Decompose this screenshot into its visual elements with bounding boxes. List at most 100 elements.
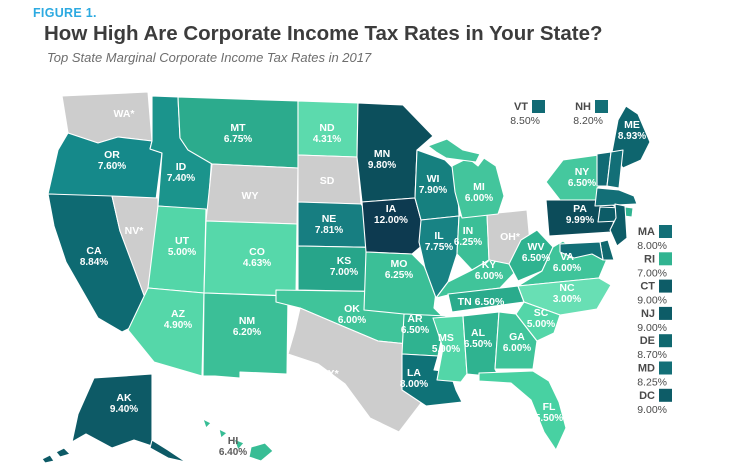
state-MD (559, 241, 604, 261)
callout-MD: MD 8.25% (637, 361, 672, 389)
state-OK-label: OK 6.00% (338, 303, 366, 326)
callout-MD-swatch (659, 361, 672, 375)
state-MO-label: MO 6.25% (385, 258, 413, 281)
state-OH-label: OH* (500, 231, 521, 243)
state-TN-label: TN 6.50% (458, 296, 505, 308)
state-AK-shape (71, 373, 153, 449)
callout-RI: RI 7.00% (637, 252, 672, 279)
callout-CT-abbr: CT (640, 281, 655, 293)
state-MA-shape (594, 187, 638, 207)
state-SC-shape (515, 301, 561, 342)
state-NY-label: NY 6.50% (568, 166, 596, 189)
callout-DE-swatch (659, 334, 672, 348)
state-WV-label: WV 6.50% (522, 241, 550, 264)
state-AZ (127, 287, 205, 377)
state-NH (606, 149, 624, 189)
figure-label: FIGURE 1. (33, 6, 97, 20)
state-MN-label: MN 9.80% (368, 148, 396, 171)
callout-DC-abbr: DC (639, 390, 655, 402)
state-HI-shape (248, 442, 274, 462)
state-UT-label: UT 5.00% (168, 235, 196, 258)
state-HI-shape (202, 418, 212, 429)
state-GA (494, 311, 538, 370)
state-AK-shape (149, 439, 187, 463)
callout-MD-rate: 8.25% (637, 377, 667, 389)
callout-NJ: NJ 9.00% (637, 306, 672, 334)
state-MO (363, 251, 443, 317)
state-KS-label: KS 7.00% (330, 255, 358, 278)
callout-CT-rate: 9.00% (637, 295, 667, 307)
state-AR-label: AR 6.50% (401, 313, 429, 336)
state-TX (287, 307, 429, 433)
figure-header: FIGURE 1. How High Are Corporate Income … (33, 6, 603, 65)
state-WA-label: WA* (114, 108, 136, 120)
state-NM (202, 292, 289, 379)
state-MO-shape (363, 251, 443, 317)
callout-MA-swatch (659, 225, 672, 238)
state-AL-label: AL 6.50% (464, 327, 492, 350)
state-AK-label: AK 9.40% (110, 392, 138, 415)
callout-VT-rate: 8.50% (510, 115, 540, 127)
state-HI-label: HI 6.40% (219, 435, 247, 458)
state-WI-label: WI 7.90% (419, 173, 447, 196)
state-SC (515, 301, 561, 342)
state-FL (478, 370, 567, 451)
callout-NH-swatch (595, 100, 608, 113)
state-LA-label: LA 8.00% (400, 367, 428, 390)
state-VA-label: VA 6.00% (553, 251, 581, 274)
callout-DC: DC 9.00% (637, 388, 672, 416)
state-AK (41, 373, 187, 464)
state-ME-label: ME 8.93% (618, 119, 646, 142)
callout-DE-rate: 8.70% (637, 349, 667, 361)
state-MA (594, 187, 638, 207)
callout-RI-swatch (659, 252, 672, 266)
callout-NH: NH 8.20% (573, 100, 608, 127)
state-SC-label: SC 5.00% (527, 307, 555, 330)
state-NM-shape (202, 292, 289, 379)
callout-CT-swatch (659, 279, 672, 293)
state-NJ (609, 203, 628, 247)
callout-NJ-rate: 9.00% (637, 322, 667, 334)
state-NC-label: NC 3.00% (553, 282, 581, 305)
state-HI-shape (218, 428, 228, 439)
state-NM-label: NM 6.20% (233, 315, 261, 338)
state-IL-label: IL 7.75% (425, 230, 453, 253)
figure-subtitle: Top State Marginal Corporate Income Tax … (47, 50, 372, 65)
state-AK-shape (55, 447, 71, 458)
callout-NJ-abbr: NJ (641, 308, 655, 320)
state-AZ-label: AZ 4.90% (164, 308, 192, 331)
state-NV-label: NV* (125, 225, 145, 237)
state-MI (427, 138, 505, 219)
state-ID-label: ID 7.40% (167, 161, 195, 184)
callout-CT: CT 9.00% (637, 279, 672, 307)
state-HI-shape (233, 438, 245, 451)
state-PA-label: PA 9.99% (566, 203, 594, 226)
state-NJ-shape (609, 203, 628, 247)
state-IA-label: IA 12.00% (374, 203, 408, 226)
callout-NJ-swatch (659, 306, 672, 320)
callout-NH-rate: 8.20% (573, 115, 603, 127)
callout-VT-abbr: VT (514, 101, 528, 113)
state-KY-label: KY 6.00% (475, 259, 503, 282)
state-HI (202, 418, 274, 462)
state-SD-label: SD (320, 175, 335, 187)
state-MD-shape (559, 241, 604, 261)
callout-NH-abbr: NH (575, 101, 591, 113)
callout-DE-abbr: DE (640, 335, 655, 347)
state-MS-label: MS 5.00% (432, 332, 460, 355)
callout-DC-rate: 9.00% (637, 404, 667, 416)
figure-title: How High Are Corporate Income Tax Rates … (44, 22, 603, 45)
state-GA-label: GA 6.00% (503, 331, 531, 354)
state-AK-shape (41, 454, 55, 464)
state-AZ-shape (127, 287, 205, 377)
callout-DE: DE 8.70% (637, 334, 672, 361)
state-GA-shape (494, 311, 538, 370)
callout-MA: MA 8.00% (637, 225, 672, 252)
state-MT-label: MT 6.75% (224, 122, 252, 145)
state-CO-label: CO 4.63% (243, 246, 271, 269)
state-WY-label: WY (242, 190, 259, 202)
callout-RI-rate: 7.00% (637, 267, 667, 279)
state-TX-shape (287, 307, 429, 433)
